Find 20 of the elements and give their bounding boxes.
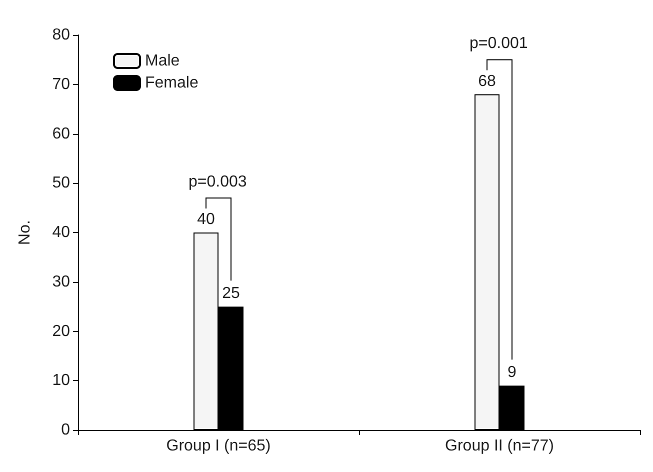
y-tick-label: 20 [52, 322, 70, 340]
legend-label: Female [145, 74, 198, 92]
y-axis-title: No. [16, 220, 34, 245]
y-tick-label: 10 [52, 372, 70, 390]
y-tick-label: 30 [52, 273, 70, 290]
x-tick-label: Group II (n=77) [445, 438, 554, 454]
x-tick-label: Group I (n=65) [166, 438, 271, 454]
y-tick-label: 80 [52, 26, 70, 44]
data-label: 68 [478, 72, 496, 90]
annotation: p=0.001 [470, 35, 528, 52]
y-tick-label: 40 [52, 224, 70, 241]
y-tick-label: 60 [52, 125, 70, 142]
legend-label: Male [145, 52, 180, 70]
annotation: p=0.003 [188, 173, 247, 190]
data-label: 40 [197, 211, 215, 228]
data-label: 9 [508, 364, 517, 382]
data-label: 25 [222, 285, 240, 302]
y-tick-label: 70 [52, 76, 70, 93]
y-tick-label: 0 [61, 422, 70, 438]
y-tick-label: 50 [52, 174, 70, 192]
